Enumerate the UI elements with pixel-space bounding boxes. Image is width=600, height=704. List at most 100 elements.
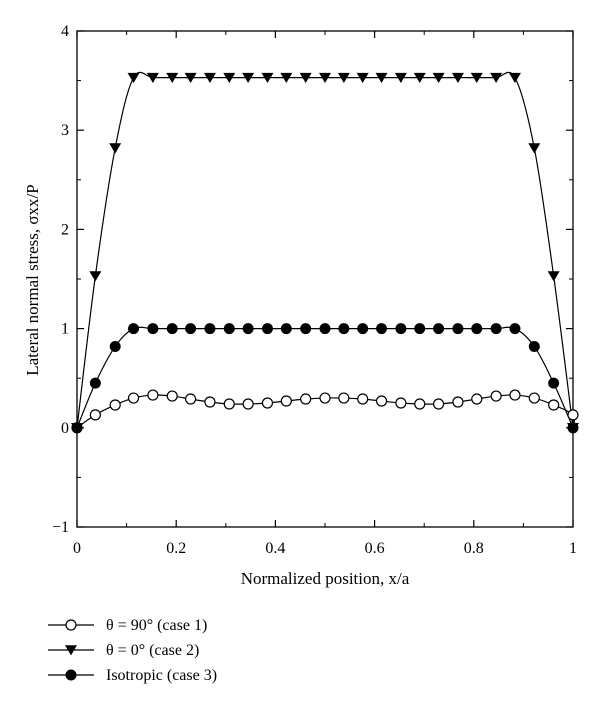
data-point-series-3 <box>528 340 540 352</box>
data-point-series-1 <box>127 392 140 404</box>
data-point-series-2 <box>109 143 122 154</box>
data-point-series-1 <box>471 393 483 405</box>
legend: θ = 90° (case 1) θ = 0° (case 2) Isotropic… <box>48 617 217 684</box>
data-point-series-3 <box>414 323 426 335</box>
data-point-series-1 <box>223 398 235 410</box>
data-point-series-1 <box>147 389 159 401</box>
data-point-series-3 <box>490 323 502 335</box>
legend-label: θ = 90° (case 1) <box>106 617 207 634</box>
y-tick-label: 0 <box>61 420 69 437</box>
data-point-series-1 <box>548 399 560 411</box>
x-axis-title: Normalized position, x/a <box>241 569 410 588</box>
data-point-series-3 <box>509 323 521 335</box>
data-point-series-2 <box>337 72 350 84</box>
data-point-series-3 <box>338 323 350 335</box>
data-point-series-2 <box>413 72 426 84</box>
data-point-series-3 <box>89 377 101 389</box>
data-point-series-3 <box>433 323 445 335</box>
data-point-series-3 <box>166 323 178 335</box>
data-point-series-3 <box>567 422 579 434</box>
y-tick-label: −1 <box>52 519 69 536</box>
data-point-series-3 <box>242 323 254 335</box>
data-point-series-3 <box>471 323 483 335</box>
data-point-series-1 <box>490 390 502 402</box>
data-point-series-1 <box>338 392 350 404</box>
data-point-series-1 <box>319 392 331 404</box>
data-point-series-1 <box>166 390 178 402</box>
data-point-series-2 <box>203 72 216 84</box>
data-point-series-2 <box>223 72 236 84</box>
data-point-series-1 <box>375 395 388 407</box>
data-point-series-2 <box>508 72 521 84</box>
data-point-series-3 <box>319 323 331 335</box>
data-point-series-1 <box>509 389 521 401</box>
data-point-series-1 <box>300 393 312 405</box>
data-point-series-3 <box>128 323 140 335</box>
data-point-series-2 <box>127 72 140 84</box>
y-tick-label: 1 <box>61 321 69 338</box>
legend-marker <box>65 669 77 681</box>
series-line-1 <box>76 394 576 429</box>
data-point-series-1 <box>109 399 121 411</box>
legend-marker <box>65 645 77 656</box>
data-point-series-3 <box>204 323 216 335</box>
data-point-series-1 <box>452 396 464 408</box>
data-point-series-3 <box>147 323 159 335</box>
series-line-2 <box>76 71 574 428</box>
data-point-series-1 <box>89 409 101 421</box>
data-point-series-2 <box>375 72 388 84</box>
data-point-series-3 <box>548 377 560 389</box>
legend-label: Isotropic (case 3) <box>106 667 217 684</box>
data-point-series-2 <box>432 72 445 84</box>
data-point-series-3 <box>185 323 197 335</box>
x-tick-label: 0 <box>73 540 81 557</box>
y-tick-label: 2 <box>61 221 69 238</box>
y-tick-label: 4 <box>61 23 69 40</box>
y-axis-title: Lateral normal stress, σxx/P <box>23 184 42 375</box>
data-point-series-1 <box>280 395 292 407</box>
x-tick-label: 0.8 <box>464 540 484 557</box>
data-point-series-1 <box>261 397 274 409</box>
data-point-series-2 <box>451 72 464 84</box>
data-point-series-3 <box>376 323 388 335</box>
data-point-series-2 <box>490 72 503 84</box>
data-point-series-2 <box>319 72 331 84</box>
data-point-series-2 <box>356 72 369 84</box>
data-point-series-2 <box>394 72 407 84</box>
data-point-series-3 <box>71 422 83 434</box>
data-point-series-1 <box>242 398 254 410</box>
x-tick-label: 1 <box>569 540 577 557</box>
data-point-series-3 <box>395 323 407 335</box>
data-point-series-1 <box>528 392 540 404</box>
data-point-series-2 <box>547 271 560 282</box>
plot-frame <box>76 30 574 528</box>
data-point-series-1 <box>395 397 407 409</box>
data-point-series-2 <box>261 72 274 84</box>
data-point-series-3 <box>300 323 312 335</box>
legend-marker <box>65 619 77 631</box>
data-point-series-2 <box>89 271 102 282</box>
data-point-series-1 <box>432 398 445 410</box>
data-point-series-2 <box>528 143 541 154</box>
data-point-series-3 <box>261 323 273 335</box>
data-point-series-3 <box>280 323 292 335</box>
data-point-series-3 <box>223 323 235 335</box>
data-point-series-1 <box>414 398 426 410</box>
data-point-series-3 <box>357 323 369 335</box>
y-tick-label: 3 <box>61 122 69 139</box>
data-point-series-2 <box>242 72 255 84</box>
data-point-series-2 <box>166 72 179 84</box>
series-line-3 <box>76 326 574 429</box>
data-point-series-2 <box>184 72 197 84</box>
data-point-series-3 <box>452 323 464 335</box>
data-point-series-1 <box>567 409 579 421</box>
data-point-series-2 <box>280 72 293 84</box>
legend-label: θ = 0° (case 2) <box>106 642 199 659</box>
x-tick-label: 0.6 <box>365 540 385 557</box>
data-point-series-2 <box>146 72 159 84</box>
data-point-series-2 <box>299 72 312 84</box>
x-tick-label: 0.4 <box>265 540 285 557</box>
data-point-series-3 <box>109 340 121 352</box>
data-point-series-1 <box>357 393 369 405</box>
